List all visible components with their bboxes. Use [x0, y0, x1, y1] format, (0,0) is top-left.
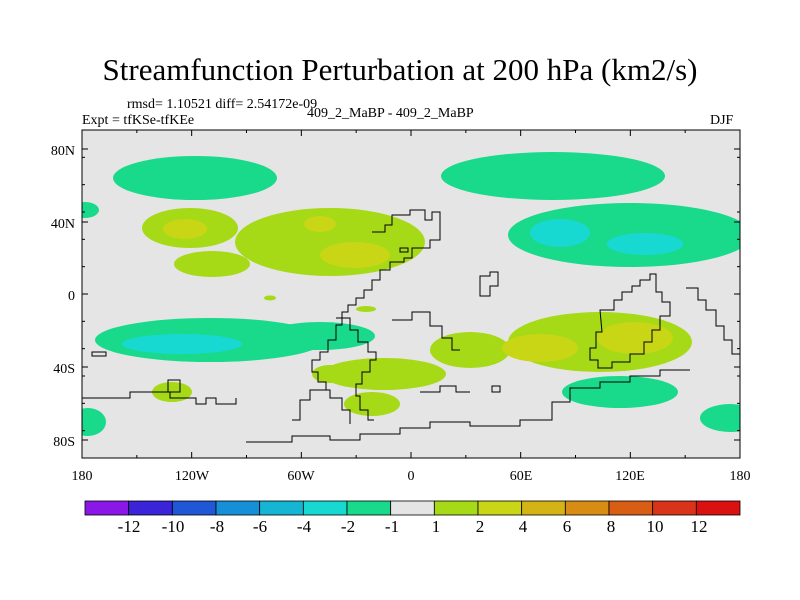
colorbar-label: 1	[432, 517, 441, 536]
negative-contours-level1	[82, 152, 740, 436]
antarctic-coast-east	[246, 369, 690, 443]
lon-tick-label: 180	[730, 469, 751, 484]
colorbar-swatch	[390, 500, 435, 516]
lon-tick-label: 60E	[510, 469, 533, 484]
case-label: 409_2_MaBP - 409_2_MaBP	[307, 106, 474, 121]
europe-outline	[479, 271, 499, 297]
colorbar-swatch	[477, 500, 523, 516]
positive-contours-level2	[163, 216, 673, 362]
coastal-segment	[420, 385, 470, 393]
colorbar-label: 2	[476, 517, 485, 536]
island-outline	[399, 247, 409, 253]
colorbar	[84, 500, 741, 516]
lat-tick-label: 80S	[53, 435, 75, 450]
colorbar-swatch	[84, 500, 130, 516]
lon-tick-label: 180	[72, 469, 93, 484]
colorbar-label: 8	[607, 517, 616, 536]
longitude-labels: 180 120W 60W 0 60E 120E 180	[72, 469, 751, 484]
colorbar-label: 12	[691, 517, 708, 536]
lon-tick-label: 120E	[615, 469, 645, 484]
africa-coast	[392, 311, 460, 351]
latitude-labels: 80N 40N 0 40S 80S	[51, 144, 75, 450]
negative-contours-level2	[122, 219, 683, 354]
colorbar-swatch	[695, 500, 741, 516]
colorbar-label: 4	[519, 517, 528, 536]
colorbar-swatch	[171, 500, 217, 516]
colorbar-swatch	[128, 500, 173, 516]
season-label: DJF	[710, 113, 734, 128]
colorbar-label: -6	[253, 517, 267, 536]
colorbar-swatch	[433, 500, 479, 516]
lon-tick-label: 60W	[287, 469, 315, 484]
experiment-label: Expt = tfKSe-tfKEe	[82, 113, 195, 128]
colorbar-label: -12	[118, 517, 141, 536]
plot-title: Streamfunction Perturbation at 200 hPa (…	[102, 52, 698, 87]
colorbar-label: 6	[563, 517, 572, 536]
lon-tick-label: 0	[408, 469, 415, 484]
lat-tick-label: 0	[68, 289, 75, 304]
map-panel	[82, 130, 740, 458]
colorbar-label: -2	[341, 517, 355, 536]
americas-coast-north	[311, 209, 441, 390]
island-outline-south	[167, 379, 181, 393]
small-island-outline	[491, 385, 501, 393]
pacific-coast	[686, 287, 740, 355]
colorbar-label: 10	[647, 517, 664, 536]
coastlines	[82, 209, 740, 443]
lat-tick-label: 40N	[51, 217, 75, 232]
axis-ticks	[81, 129, 741, 459]
colorbar-swatch	[302, 500, 348, 516]
colorbar-label: -1	[385, 517, 399, 536]
colorbar-swatch	[215, 500, 261, 516]
americas-coast-south	[336, 317, 377, 421]
antarctic-coast-west	[82, 391, 237, 405]
rmsd-stats: rmsd= 1.10521 diff= 2.54172e-09	[127, 97, 318, 112]
colorbar-labels: -12 -10 -8 -6 -4 -2 -1 1 2 4 6 8 10 12	[118, 517, 708, 536]
peninsula-outline	[292, 389, 351, 424]
colorbar-label: -4	[297, 517, 312, 536]
colorbar-swatch	[608, 500, 654, 516]
colorbar-swatch	[346, 500, 392, 516]
colorbar-swatch	[652, 500, 697, 516]
colorbar-swatch	[259, 500, 304, 516]
colorbar-label: -8	[210, 517, 224, 536]
colorbar-swatch	[564, 500, 610, 516]
lon-tick-label: 120W	[175, 469, 210, 484]
lat-tick-label: 80N	[51, 144, 75, 159]
asia-coast	[589, 273, 671, 369]
colorbar-swatch	[521, 500, 566, 516]
island-outline-west	[91, 351, 107, 357]
lat-tick-label: 40S	[53, 362, 75, 377]
colorbar-label: -10	[162, 517, 185, 536]
